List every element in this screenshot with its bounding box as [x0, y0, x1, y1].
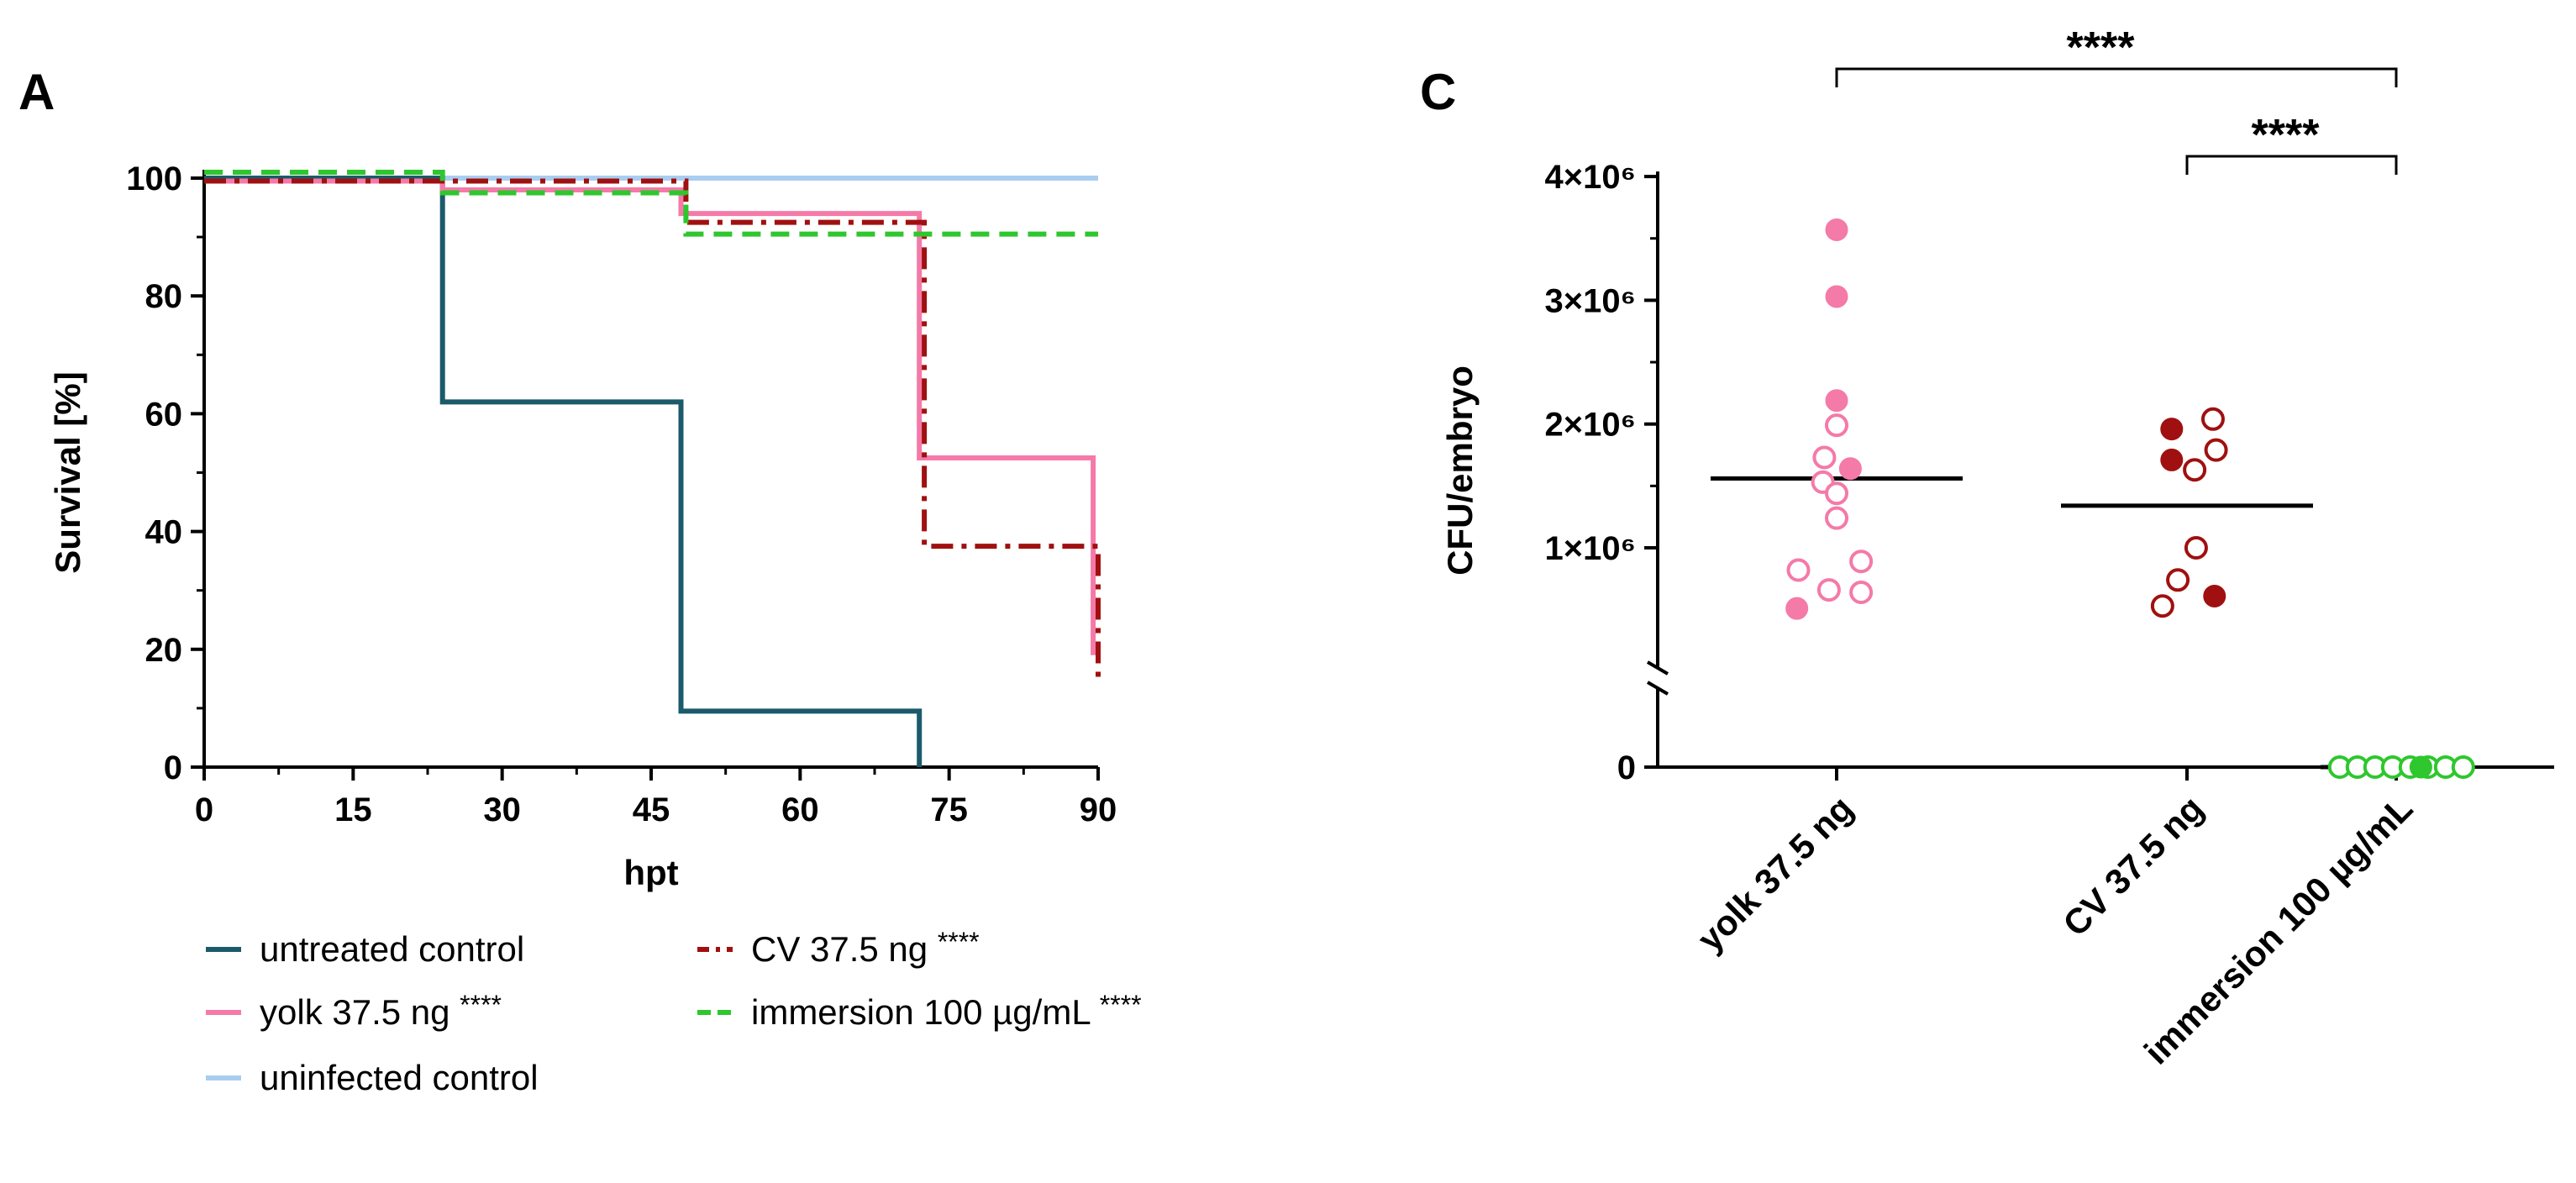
cfu-point-open [1825, 506, 1848, 530]
legend-label: CV 37.5 ng **** [751, 927, 980, 969]
survival-x-tick-label: 45 [633, 791, 670, 828]
cfu-axis-break-mark [1646, 681, 1669, 696]
cfu-significance-label: **** [2252, 111, 2321, 160]
legend-label: untreated control [260, 929, 524, 969]
survival-y-axis-title: Survival [%] [48, 371, 87, 573]
survival-series-line [204, 178, 1101, 679]
cfu-point-filled [2203, 584, 2226, 607]
cfu-point-open [2184, 536, 2208, 560]
cfu-chart: 0 1×10⁶ 2×10⁶ 3×10⁶ 4×10⁶ yolk 37.5 ng CV 37.5… [1440, 24, 2554, 1072]
cfu-point-open [2166, 568, 2190, 592]
survival-x-tick-label: 0 [195, 791, 213, 828]
cfu-point-filled [2160, 448, 2184, 471]
survival-chart: 0 15 30 45 60 75 90 0 20 40 60 80 100 hpt Survival [… [48, 160, 1142, 1097]
cfu-point-filled [1825, 285, 1848, 308]
cfu-y-tick-label: 4×10⁶ [1544, 159, 1636, 196]
survival-x-tick-label: 30 [483, 791, 521, 828]
survival-axes [191, 170, 1100, 781]
survival-x-tick-label: 90 [1080, 791, 1117, 828]
cfu-y-axis-title: CFU/embryo [1440, 365, 1480, 576]
legend-label: immersion 100 µg/mL **** [751, 990, 1142, 1032]
cfu-significance-label: **** [2067, 24, 2136, 72]
cfu-points [1711, 218, 2475, 779]
cfu-point-open [1825, 481, 1848, 506]
survival-x-tick-label: 75 [930, 791, 968, 828]
cfu-point-open [1816, 578, 1841, 602]
panel-a-label: A [18, 64, 55, 120]
survival-series-line [204, 176, 923, 767]
cfu-point-filled [1838, 457, 1862, 481]
cfu-axes [1644, 171, 2554, 781]
panel-c-label: C [1420, 64, 1456, 120]
survival-y-tick-label: 80 [145, 278, 183, 315]
survival-y-tick-label: 60 [145, 396, 183, 433]
cfu-tick-labels: 0 1×10⁶ 2×10⁶ 3×10⁶ 4×10⁶ yolk 37.5 ng CV 37.5… [1544, 159, 2420, 1072]
survival-series-line [204, 170, 1098, 237]
survival-x-tick-label: 15 [334, 791, 372, 828]
cfu-category-label: yolk 37.5 ng [1690, 788, 1860, 959]
cfu-y-tick-label: 2×10⁶ [1544, 407, 1636, 444]
survival-y-tick-label: 0 [164, 749, 182, 786]
survival-y-tick-label: 20 [145, 632, 183, 669]
survival-x-tick-label: 60 [781, 791, 819, 828]
cfu-point-open [1812, 445, 1837, 470]
survival-x-axis-title: hpt [623, 853, 678, 892]
survival-y-tick-label: 40 [145, 514, 183, 551]
cfu-point-filled [1825, 218, 1848, 241]
cfu-axis-break-mark [1646, 660, 1669, 676]
cfu-point-open [2200, 407, 2225, 431]
cfu-point-open [1825, 413, 1848, 438]
cfu-point-open [1849, 581, 1874, 605]
cfu-significance-bracket [2185, 155, 2398, 175]
cfu-point-open [2183, 458, 2207, 482]
cfu-point-open [2451, 755, 2475, 779]
cfu-y-tick-label: 1×10⁶ [1544, 530, 1636, 567]
cfu-point-filled [1785, 597, 1809, 620]
cfu-y-tick-label: 0 [1617, 749, 1636, 786]
cfu-point-open [1849, 549, 1874, 574]
cfu-point-open [1786, 558, 1811, 582]
legend-label: uninfected control [260, 1058, 539, 1097]
cfu-y-tick-label: 3×10⁶ [1544, 282, 1636, 319]
cfu-point-filled [2160, 418, 2184, 441]
survival-tick-labels: 0 15 30 45 60 75 90 0 20 40 60 80 100 [126, 160, 1117, 828]
survival-series-line [204, 178, 1096, 655]
cfu-point-filled [2409, 755, 2432, 779]
cfu-significance-bracket [1835, 67, 2398, 87]
cfu-point-open [2150, 594, 2174, 618]
survival-series [204, 170, 1101, 767]
cfu-point-open [2204, 438, 2228, 462]
cfu-category-label: CV 37.5 ng [2055, 788, 2211, 944]
cfu-point-filled [1825, 389, 1848, 413]
survival-legend: untreated control yolk 37.5 ng **** uninfe… [206, 927, 1142, 1097]
legend-label: yolk 37.5 ng **** [260, 990, 502, 1032]
survival-y-tick-label: 100 [126, 160, 182, 197]
cfu-significance-brackets: **** **** [1835, 24, 2398, 175]
